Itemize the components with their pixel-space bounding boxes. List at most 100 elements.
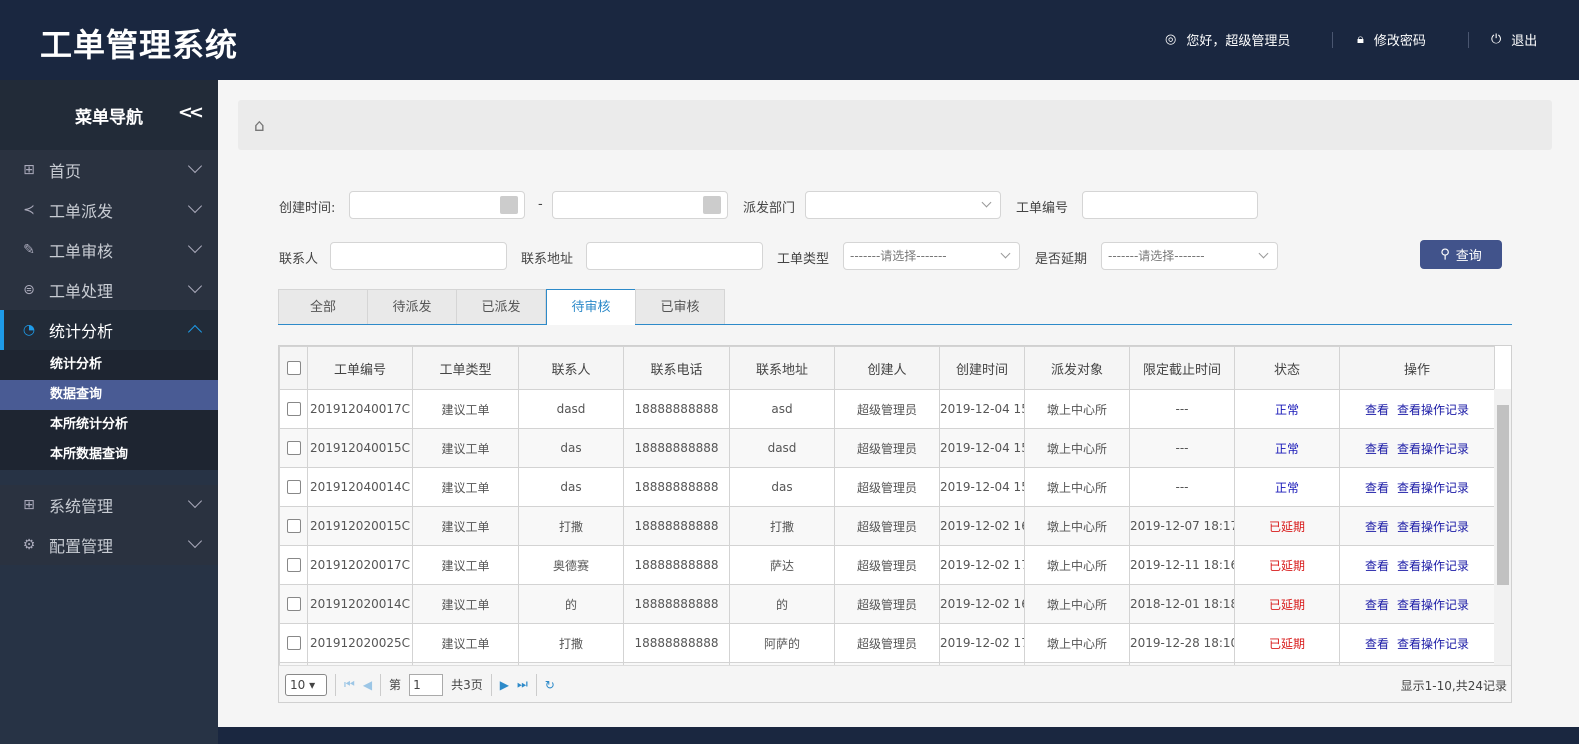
column-header[interactable]: 联系地址 (729, 346, 835, 390)
prev-page-icon[interactable]: ◀ (362, 677, 373, 692)
actions-cell: 查看 查看操作记录 (1339, 584, 1494, 624)
page-size-select[interactable]: 10 ▾ (285, 673, 327, 696)
subitem-local-data-query[interactable]: 本所数据查询 (50, 447, 129, 462)
order-no-input[interactable] (1082, 191, 1258, 219)
refresh-icon[interactable]: ↻ (544, 677, 555, 692)
sidebar-item-system[interactable]: ⊞ 系统管理 (0, 485, 218, 525)
row-checkbox[interactable] (279, 506, 308, 546)
sidebar-item-review[interactable]: ✎ 工单审核 (0, 230, 218, 270)
logout-link[interactable]: ⏻ 退出 (1491, 30, 1537, 49)
table-cell: 墩上中心所 (1024, 584, 1130, 624)
view-log-link[interactable]: 查看操作记录 (1397, 402, 1470, 417)
next-page-icon[interactable]: ▶ (499, 677, 509, 692)
calendar-icon[interactable] (703, 196, 721, 214)
chevron-down-icon (187, 493, 203, 509)
subitem-local-statistics[interactable]: 本所统计分析 (50, 417, 129, 432)
table-cell: 墩上中心所 (1024, 623, 1130, 663)
chevron-up-icon (187, 324, 203, 340)
actions-cell: 查看 查看操作记录 (1339, 545, 1494, 585)
sidebar-item-statistics[interactable]: ◔ 统计分析 (0, 310, 218, 350)
view-log-link[interactable]: 查看操作记录 (1397, 480, 1470, 495)
column-header[interactable]: 操作 (1339, 346, 1495, 390)
view-log-link[interactable]: 查看操作记录 (1397, 441, 1470, 456)
table-cell: 阿萨的 (729, 623, 835, 663)
row-checkbox[interactable] (279, 584, 308, 624)
view-log-link[interactable]: 查看操作记录 (1397, 519, 1470, 534)
start-date-input[interactable] (349, 191, 525, 219)
query-button[interactable]: ⚲ 查询 (1420, 240, 1502, 269)
table-cell: 打撒 (518, 623, 624, 663)
table-row[interactable]: 201912040015C 建议工单 das 18888888888 dasd 超级管理员… (279, 428, 1494, 468)
row-checkbox[interactable] (279, 389, 308, 429)
view-log-link[interactable]: 查看操作记录 (1397, 597, 1470, 612)
sidebar-item-process[interactable]: ⊜ 工单处理 (0, 270, 218, 310)
view-link[interactable]: 查看 (1364, 480, 1389, 495)
column-header[interactable]: 限定截止时间 (1129, 346, 1235, 390)
sidebar-item-config[interactable]: ⚙ 配置管理 (0, 525, 218, 565)
collapse-icon[interactable]: << (177, 102, 204, 123)
edit-icon: ✎ (23, 242, 35, 258)
table-row[interactable]: 201912020017C 建议工单 奥德赛 18888888888 萨达 超级管理员 20… (279, 545, 1494, 585)
view-link[interactable]: 查看 (1364, 519, 1389, 534)
row-checkbox[interactable] (279, 623, 308, 663)
select-all-checkbox[interactable] (279, 346, 308, 390)
home-icon[interactable]: ⌂ (254, 116, 265, 136)
sidebar-item-dispatch[interactable]: ≺ 工单派发 (0, 190, 218, 230)
column-header[interactable]: 工单类型 (412, 346, 519, 390)
first-page-icon[interactable]: ⏮ (344, 677, 355, 691)
contact-input[interactable] (330, 242, 507, 270)
tab-dispatched[interactable]: 已派发 (456, 289, 546, 324)
vertical-scrollbar[interactable] (1494, 389, 1511, 665)
chevron-down-icon (187, 198, 203, 214)
column-header[interactable]: 工单编号 (307, 346, 413, 390)
column-header[interactable]: 创建人 (834, 346, 940, 390)
table-row[interactable]: 201912020014C 建议工单的 18888888888 的超级管理员 2019-… (279, 584, 1494, 624)
tab-all[interactable]: 全部 (278, 289, 368, 324)
view-log-link[interactable]: 查看操作记录 (1397, 558, 1470, 573)
delayed-select[interactable]: -------请选择------- (1101, 242, 1278, 270)
page-number-input[interactable]: 1 (409, 673, 444, 696)
scroll-thumb[interactable] (1497, 405, 1509, 585)
sidebar-item-home[interactable]: ⊞ 首页 (0, 150, 218, 190)
table-cell: 超级管理员 (834, 467, 940, 507)
column-header[interactable]: 创建时间 (939, 346, 1025, 390)
table-cell: 2018-12-01 18:18 (1129, 584, 1235, 624)
view-link[interactable]: 查看 (1364, 558, 1389, 573)
tab-pending-review[interactable]: 待审核 (546, 289, 636, 325)
calendar-icon[interactable] (500, 196, 518, 214)
column-header[interactable]: 联系人 (518, 346, 624, 390)
change-password-link[interactable]: 🔒︎ 修改密码 (1357, 30, 1426, 49)
column-header[interactable]: 状态 (1234, 346, 1340, 390)
table-cell: 萨达 (729, 545, 835, 585)
column-header[interactable]: 派发对象 (1024, 346, 1130, 390)
row-checkbox[interactable] (279, 467, 308, 507)
view-link[interactable]: 查看 (1364, 597, 1389, 612)
row-checkbox[interactable] (279, 545, 308, 585)
table-row[interactable]: 201912040017C 建议工单 dasd 18888888888 asd 超级管理员… (279, 389, 1494, 429)
top-header: 工单管理系统 ◎ 您好，超级管理员 🔒︎ 修改密码 ⏻ 退出 (0, 0, 1579, 80)
table-row[interactable]: 201912040014C 建议工单 das 18888888888 das 超级管理员 2… (279, 467, 1494, 507)
tab-pending-dispatch[interactable]: 待派发 (367, 289, 457, 324)
address-input[interactable] (586, 242, 763, 270)
row-checkbox[interactable] (279, 428, 308, 468)
user-greeting[interactable]: ◎ 您好，超级管理员 (1165, 30, 1290, 49)
end-date-input[interactable] (552, 191, 728, 219)
view-link[interactable]: 查看 (1364, 636, 1389, 651)
subitem-statistics[interactable]: 统计分析 (50, 357, 103, 372)
tab-reviewed[interactable]: 已审核 (635, 289, 725, 324)
table-row[interactable]: 201912020015C 建议工单 打撒 18888888888 打撒 超级管理员 201… (279, 506, 1494, 546)
table-cell: 201912020015C (307, 506, 413, 546)
subitem-data-query[interactable]: 数据查询 (0, 380, 218, 410)
dept-select[interactable] (805, 191, 1001, 219)
table-row[interactable] (279, 662, 1494, 665)
view-log-link[interactable]: 查看操作记录 (1397, 636, 1470, 651)
last-page-icon[interactable]: ⏭ (516, 677, 528, 691)
sidebar: 菜单导航 << ⊞ 首页 ≺ 工单派发 ✎ 工单审核 ⊜ 工单处理 ◔ 统计分析 统计分析 … (0, 80, 218, 744)
table-row[interactable]: 201912020025C 建议工单 打撒 18888888888 阿萨的 超级管理员 20… (279, 623, 1494, 663)
view-link[interactable]: 查看 (1364, 441, 1389, 456)
table-cell: das (518, 428, 624, 468)
order-type-select[interactable]: -------请选择------- (843, 242, 1020, 270)
table-cell: --- (1129, 428, 1235, 468)
view-link[interactable]: 查看 (1364, 402, 1389, 417)
column-header[interactable]: 联系电话 (623, 346, 730, 390)
